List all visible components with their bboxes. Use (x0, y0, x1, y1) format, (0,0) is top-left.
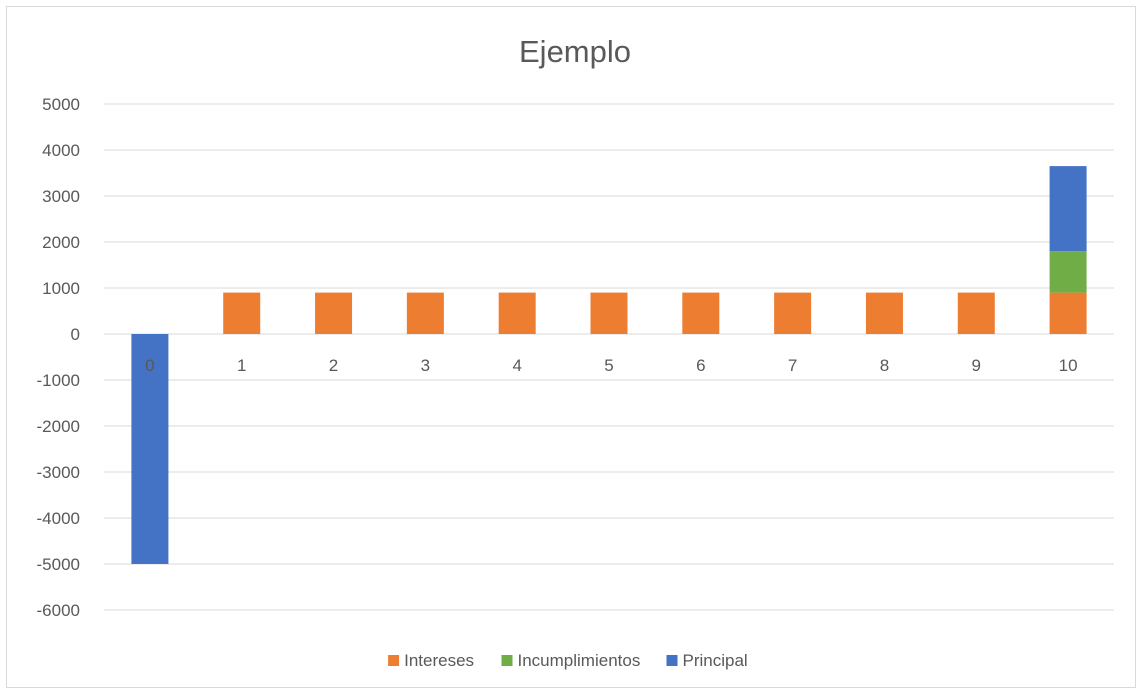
bar-incumplimientos-10 (1049, 251, 1087, 293)
x-tick-label: 5 (604, 356, 613, 375)
legend-label: Principal (683, 651, 748, 670)
legend-swatch (388, 655, 400, 666)
legend-swatch (666, 655, 678, 666)
x-tick-label: 3 (421, 356, 430, 375)
y-tick-label: -3000 (37, 463, 80, 482)
bar-intereses-4 (498, 292, 536, 334)
bar-intereses-10 (1049, 292, 1087, 334)
x-axis-ticks: 0 1 2 3 4 5 6 7 8 9 10 (145, 356, 1077, 375)
bar-intereses-7 (774, 292, 812, 334)
gridlines (104, 103, 1114, 611)
bar-intereses-8 (865, 292, 903, 334)
chart-title: Ejemplo (519, 34, 631, 69)
bar-principal-10 (1049, 166, 1087, 252)
x-tick-label: 6 (696, 356, 705, 375)
bar-intereses-2 (315, 292, 353, 334)
chart-frame (6, 6, 1136, 688)
x-tick-label: 1 (237, 356, 246, 375)
y-tick-label: 5000 (42, 95, 80, 114)
bar-intereses-5 (590, 292, 628, 334)
y-tick-label: -4000 (37, 509, 80, 528)
y-axis-ticks: 5000 4000 3000 2000 1000 0 -1000 -2000 -3000 -400… (37, 95, 80, 620)
bar-intereses-3 (406, 292, 444, 334)
bar-principal-0 (131, 334, 169, 564)
legend: Intereses Incumplimientos Principal (388, 651, 748, 670)
legend-swatch (501, 655, 513, 666)
legend-label: Incumplimientos (518, 651, 641, 670)
y-tick-label: -6000 (37, 601, 80, 620)
y-tick-label: -5000 (37, 555, 80, 574)
x-tick-label: 7 (788, 356, 797, 375)
x-tick-label: 8 (880, 356, 889, 375)
bar-intereses-1 (223, 292, 261, 334)
x-tick-label: 9 (972, 356, 981, 375)
y-tick-label: 1000 (42, 279, 80, 298)
bars (131, 166, 1087, 564)
bar-intereses-9 (957, 292, 995, 334)
y-tick-label: -1000 (37, 371, 80, 390)
y-tick-label: -2000 (37, 417, 80, 436)
y-tick-label: 0 (71, 325, 80, 344)
x-tick-label: 4 (512, 356, 521, 375)
x-tick-label: 0 (145, 356, 154, 375)
y-tick-label: 2000 (42, 233, 80, 252)
y-tick-label: 4000 (42, 141, 80, 160)
bar-intereses-6 (682, 292, 720, 334)
legend-label: Intereses (404, 651, 474, 670)
x-tick-label: 2 (329, 356, 338, 375)
y-tick-label: 3000 (42, 187, 80, 206)
x-tick-label: 10 (1059, 356, 1078, 375)
